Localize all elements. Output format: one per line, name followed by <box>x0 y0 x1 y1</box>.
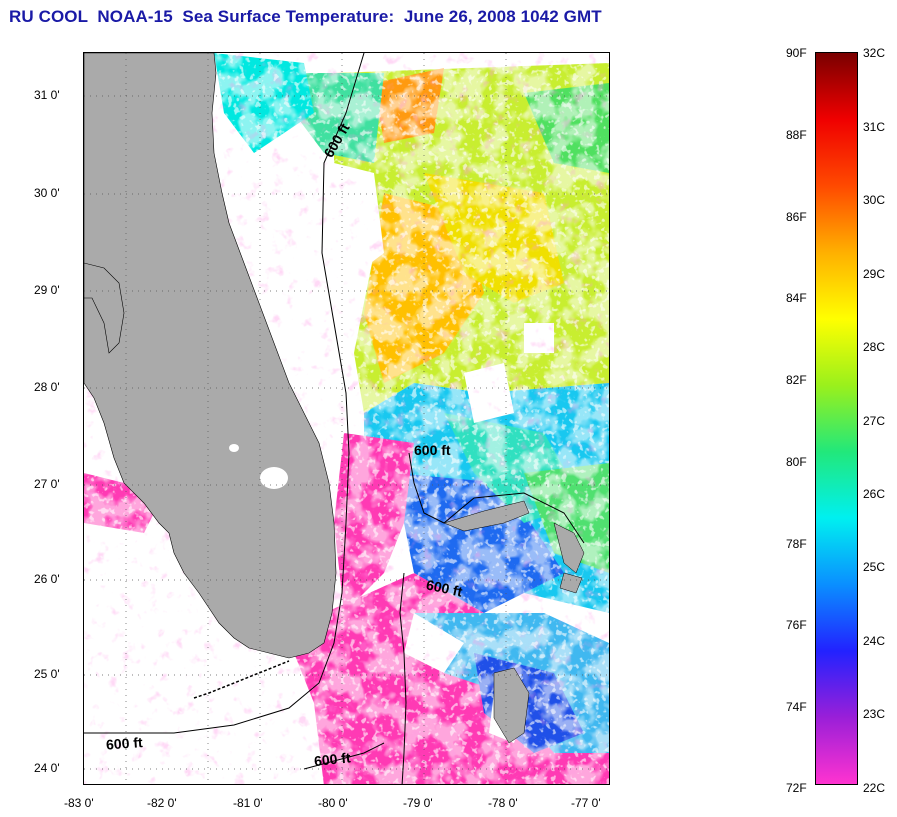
colorbar-c-label: 23C <box>863 707 886 721</box>
colorbar-c-label: 22C <box>863 781 886 795</box>
colorbar-f-label: 90F <box>786 46 807 60</box>
eleuthera-island <box>559 572 583 594</box>
abaco-island <box>553 522 585 574</box>
colorbar-c-label: 26C <box>863 487 886 501</box>
colorbar-c-label: 30C <box>863 193 886 207</box>
sst-map: 600 ft 600 ft 600 ft 600 ft 600 ft <box>83 52 610 785</box>
colorbar-c-label: 29C <box>863 267 886 281</box>
colorbar-c-label: 25C <box>863 560 886 574</box>
colorbar-c-label: 28C <box>863 340 886 354</box>
lon-tick-label: -78 0' <box>488 796 518 810</box>
colorbar-c-label: 32C <box>863 46 886 60</box>
colorbar-c-label: 27C <box>863 414 886 428</box>
colorbar-f-label: 78F <box>786 537 807 551</box>
temperature-colorbar <box>815 52 858 785</box>
lon-tick-label: -80 0' <box>318 796 348 810</box>
contour-label-grand-bahama: 600 ft <box>414 442 451 458</box>
andros-island <box>493 667 530 744</box>
graticule <box>84 53 609 784</box>
colorbar-f-label: 82F <box>786 373 807 387</box>
colorbar-f-label: 76F <box>786 618 807 632</box>
colorbar-f-label: 86F <box>786 210 807 224</box>
lat-tick-label: 26 0' <box>34 572 60 586</box>
colorbar-f-label: 84F <box>786 291 807 305</box>
lon-tick-label: -82 0' <box>147 796 177 810</box>
contour-label-keys: 600 ft <box>105 734 143 753</box>
lat-tick-label: 25 0' <box>34 667 60 681</box>
colorbar-f-label: 80F <box>786 455 807 469</box>
lat-tick-label: 31 0' <box>34 88 60 102</box>
lon-tick-label: -77 0' <box>571 796 601 810</box>
contour-label-bahamas: 600 ft <box>425 576 464 599</box>
colorbar-c-label: 31C <box>863 120 886 134</box>
florida-landmass <box>84 53 337 659</box>
lat-tick-label: 24 0' <box>34 761 60 775</box>
colorbar-f-label: 72F <box>786 781 807 795</box>
lon-tick-label: -83 0' <box>64 796 94 810</box>
lat-tick-label: 27 0' <box>34 477 60 491</box>
lon-tick-label: -81 0' <box>233 796 263 810</box>
sst-map-canvas: 600 ft 600 ft 600 ft 600 ft 600 ft <box>84 53 609 784</box>
contour-label-south: 600 ft <box>313 749 351 769</box>
lon-tick-label: -79 0' <box>403 796 433 810</box>
lat-tick-label: 28 0' <box>34 380 60 394</box>
colorbar-c-label: 24C <box>863 634 886 648</box>
lat-tick-label: 30 0' <box>34 186 60 200</box>
colorbar-f-label: 88F <box>786 128 807 142</box>
colorbar-f-label: 74F <box>786 700 807 714</box>
map-title: RU COOL NOAA-15 Sea Surface Temperature:… <box>9 7 602 26</box>
grand-bahama-island <box>443 500 530 532</box>
isobath-600ft <box>84 53 585 784</box>
lake-okeechobee <box>260 467 288 489</box>
lat-tick-label: 29 0' <box>34 283 60 297</box>
